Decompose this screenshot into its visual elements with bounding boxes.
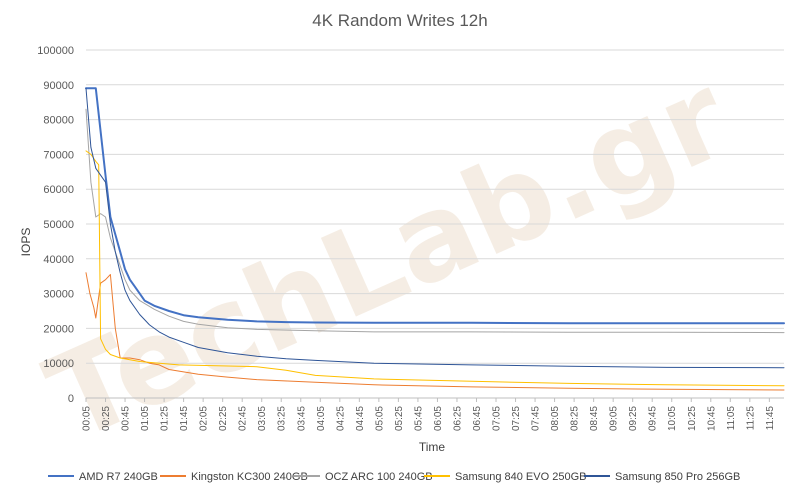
x-tick-label: 00:05 [82, 406, 93, 431]
x-tick-label: 06:45 [472, 406, 483, 431]
x-axis-title: Time [419, 440, 446, 454]
x-tick-label: 07:05 [492, 406, 503, 431]
watermark-logo: TechLab.gr [28, 47, 747, 468]
y-tick-label: 70000 [43, 149, 74, 161]
x-tick-label: 02:45 [238, 406, 249, 431]
x-tick-label: 06:05 [433, 406, 444, 431]
watermark-layer: TechLab.gr [28, 47, 747, 468]
x-tick-label: 04:45 [355, 406, 366, 431]
legend: AMD R7 240GB Kingston KC300 240GB OCZ ARC … [48, 471, 740, 483]
legend-label: Kingston KC300 240GB [191, 471, 308, 483]
x-tick-label: 04:25 [335, 406, 346, 431]
series-lines [85, 87, 785, 391]
y-axis-title: IOPS [19, 228, 33, 257]
x-tick-label: 04:05 [316, 406, 327, 431]
x-tick-label: 10:05 [667, 406, 678, 431]
series-line-5 [85, 87, 785, 369]
x-tick-label: 09:05 [609, 406, 620, 431]
x-tick-label: 08:45 [589, 406, 600, 431]
series-line-4 [85, 150, 785, 387]
legend-label: Samsung 840 EVO 250GB [455, 471, 586, 483]
y-tick-label: 80000 [43, 115, 74, 127]
chart-title: 4K Random Writes 12h [312, 11, 487, 30]
x-tick-label: 00:45 [121, 406, 132, 431]
y-tick-label: 0 [68, 393, 74, 405]
y-tick-label: 50000 [43, 219, 74, 231]
x-tick-label: 03:45 [296, 406, 307, 431]
axis-ticks: 0 10000 20000 30000 40000 50000 60000 70000 8000… [37, 45, 776, 431]
x-tick-label: 10:25 [687, 406, 698, 431]
x-tick-label: 01:25 [160, 406, 171, 431]
x-tick-label: 11:45 [765, 406, 776, 431]
y-tick-label: 10000 [43, 358, 74, 370]
x-tick-label: 08:25 [570, 406, 581, 431]
x-tick-label: 05:05 [374, 406, 385, 431]
x-tick-label: 05:25 [394, 406, 405, 431]
legend-label: OCZ ARC 100 240GB [325, 471, 433, 483]
x-tick-label: 07:45 [531, 406, 542, 431]
y-tick-label: 100000 [37, 45, 74, 57]
x-tick-label: 11:05 [726, 406, 737, 431]
x-tick-label: 00:25 [101, 406, 112, 431]
x-tick-label: 03:05 [257, 406, 268, 431]
x-tick-label: 02:05 [199, 406, 210, 431]
y-tick-label: 90000 [43, 80, 74, 92]
x-tick-label: 11:25 [745, 406, 756, 431]
gridlines [86, 49, 784, 399]
x-tick-label: 03:25 [277, 406, 288, 431]
x-tick-label: 09:45 [648, 406, 659, 431]
series-line-3 [85, 108, 785, 334]
x-tick-label: 08:05 [550, 406, 561, 431]
y-tick-label: 60000 [43, 184, 74, 196]
x-tick-label: 01:05 [140, 406, 151, 431]
y-tick-label: 40000 [43, 254, 74, 266]
y-tick-label: 30000 [43, 289, 74, 301]
x-tick-label: 10:45 [706, 406, 717, 431]
x-tick-label: 02:25 [218, 406, 229, 431]
y-tick-label: 20000 [43, 323, 74, 335]
series-line-1 [85, 87, 785, 325]
x-tick-label: 09:25 [628, 406, 639, 431]
x-tick-label: 06:25 [452, 406, 463, 431]
legend-label: AMD R7 240GB [79, 471, 158, 483]
x-tick-label: 01:45 [179, 406, 190, 431]
x-tick-label: 07:25 [511, 406, 522, 431]
legend-label: Samsung 850 Pro 256GB [615, 471, 740, 483]
x-tick-label: 05:45 [413, 406, 424, 431]
